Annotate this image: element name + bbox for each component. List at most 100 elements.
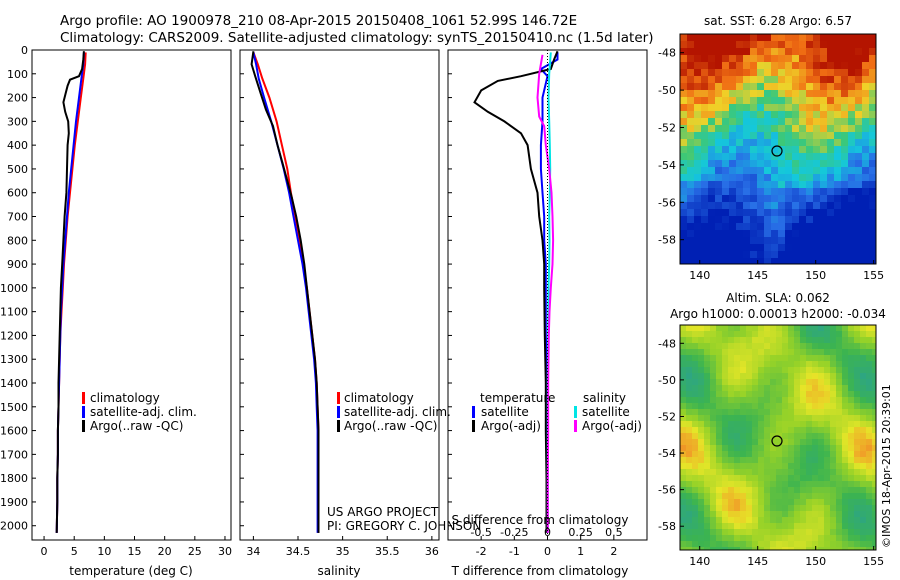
sst-cell xyxy=(848,41,855,48)
sst-cell xyxy=(750,90,757,97)
sla-cell xyxy=(812,541,818,547)
sst-cell xyxy=(680,160,687,167)
sla-cell xyxy=(836,385,842,391)
sla-cell xyxy=(722,337,728,343)
sla-cell xyxy=(854,517,860,523)
sla-cell xyxy=(782,439,788,445)
sst-cell xyxy=(694,195,701,202)
sla-cell xyxy=(746,445,752,451)
sla-cell xyxy=(800,475,806,481)
sla-cell xyxy=(722,367,728,373)
sla-cell xyxy=(698,415,704,421)
sst-cell xyxy=(701,34,708,41)
sst-cell xyxy=(813,90,820,97)
sst-cell xyxy=(848,251,855,258)
sla-cell xyxy=(710,505,716,511)
sla-cell xyxy=(776,367,782,373)
sla-cell xyxy=(722,445,728,451)
sst-cell xyxy=(806,83,813,90)
sla-cell xyxy=(818,541,824,547)
sla-cell xyxy=(860,421,866,427)
sla-cell xyxy=(740,523,746,529)
sla-cell xyxy=(818,487,824,493)
sst-cell xyxy=(771,41,778,48)
sst-cell xyxy=(764,153,771,160)
sst-cell xyxy=(771,111,778,118)
sla-cell xyxy=(806,421,812,427)
sla-cell xyxy=(698,391,704,397)
sla-cell xyxy=(824,367,830,373)
sla-cell xyxy=(842,535,848,541)
sst-cell xyxy=(862,90,869,97)
sla-cell xyxy=(698,403,704,409)
sla-cell xyxy=(860,493,866,499)
sla-cell xyxy=(692,325,698,331)
sla-cell xyxy=(824,499,830,505)
sst-cell xyxy=(743,125,750,132)
difference-plot: -2 -1 0 1 2-0.5 -0.25 0 0.25 0.5 xyxy=(470,50,623,558)
sla-cell xyxy=(812,325,818,331)
sla-cell xyxy=(704,523,710,529)
sst-cell xyxy=(799,237,806,244)
sst-cell xyxy=(736,195,743,202)
sst-cell xyxy=(687,41,694,48)
sst-cell xyxy=(757,153,764,160)
sst-cell xyxy=(869,132,876,139)
sst-cell xyxy=(743,244,750,251)
sst-cell xyxy=(848,90,855,97)
sla-cell xyxy=(836,463,842,469)
sla-cell xyxy=(836,451,842,457)
sla-cell xyxy=(788,349,794,355)
sla-cell xyxy=(740,499,746,505)
sla-cell xyxy=(716,409,722,415)
sla-cell xyxy=(698,385,704,391)
sla-cell xyxy=(704,511,710,517)
sla-cell xyxy=(806,463,812,469)
x-tick-label: 25 xyxy=(188,545,202,558)
sla-cell xyxy=(794,439,800,445)
sst-cell xyxy=(799,83,806,90)
profile-title: Argo profile: AO 1900978_210 08-Apr-2015… xyxy=(60,13,578,29)
sla-cell xyxy=(692,523,698,529)
sst-cell xyxy=(778,167,785,174)
sla-cell xyxy=(848,439,854,445)
sla-cell xyxy=(770,373,776,379)
temperature-panel-frame xyxy=(31,49,232,541)
sst-cell xyxy=(764,230,771,237)
sst-cell xyxy=(687,181,694,188)
sla-cell xyxy=(740,355,746,361)
sst-cell xyxy=(806,188,813,195)
sla-cell xyxy=(746,451,752,457)
sla-cell xyxy=(830,409,836,415)
sla-cell xyxy=(788,499,794,505)
sla-cell xyxy=(872,475,876,481)
sst-cell xyxy=(729,118,736,125)
sst-cell xyxy=(722,55,729,62)
sla-cell xyxy=(746,457,752,463)
sla-cell xyxy=(788,475,794,481)
sla-cell xyxy=(764,499,770,505)
sst-cell xyxy=(848,76,855,83)
depth-tick-label: 300 xyxy=(7,115,28,128)
sst-cell xyxy=(785,55,792,62)
sst-cell xyxy=(750,244,757,251)
sst-cell xyxy=(841,132,848,139)
sla-cell xyxy=(824,451,830,457)
sst-cell xyxy=(757,111,764,118)
sla-cell xyxy=(704,349,710,355)
sst-cell xyxy=(701,167,708,174)
sla-cell xyxy=(692,457,698,463)
sst-cell xyxy=(862,125,869,132)
depth-tick-label: 1900 xyxy=(0,496,28,509)
sst-cell xyxy=(729,153,736,160)
sst-cell xyxy=(743,223,750,230)
sst-cell xyxy=(722,111,729,118)
sla-cell xyxy=(698,535,704,541)
sla-cell xyxy=(722,427,728,433)
sla-cell xyxy=(776,493,782,499)
sla-cell xyxy=(812,349,818,355)
sst-cell xyxy=(806,195,813,202)
sst-cell xyxy=(862,76,869,83)
sla-cell xyxy=(680,469,686,475)
sst-cell xyxy=(708,174,715,181)
